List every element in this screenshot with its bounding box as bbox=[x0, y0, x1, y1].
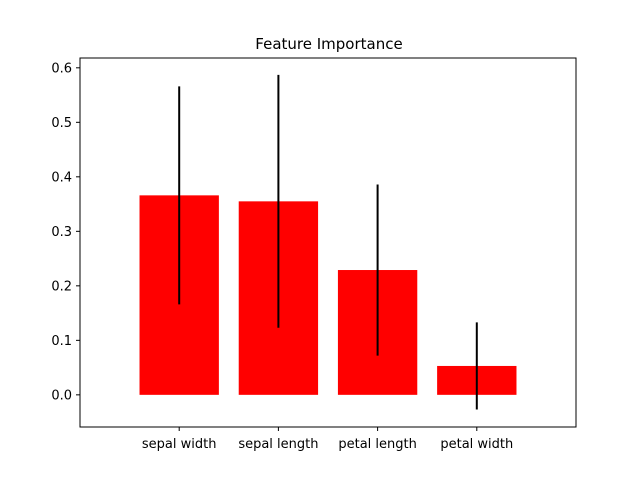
chart-title: Feature Importance bbox=[255, 35, 402, 53]
y-tick-label: 0.1 bbox=[51, 334, 72, 349]
plot-frame bbox=[79, 57, 577, 428]
x-axis: sepal width sepal length petal length petal… bbox=[142, 427, 513, 452]
bars-layer bbox=[139, 195, 517, 395]
y-tick-label: 0.4 bbox=[51, 170, 72, 185]
y-tick-label: 0.0 bbox=[51, 388, 72, 403]
y-tick-label: 0.3 bbox=[51, 225, 72, 240]
y-tick-label: 0.2 bbox=[51, 279, 72, 294]
y-tick-label: 0.5 bbox=[51, 116, 72, 131]
x-tick-label: petal length bbox=[338, 437, 417, 452]
y-axis: 0.0 0.1 0.2 0.3 0.4 0.5 0.6 bbox=[51, 61, 80, 403]
x-tick-label: petal width bbox=[440, 437, 513, 452]
y-tick-label: 0.6 bbox=[51, 61, 72, 76]
x-tick-label: sepal width bbox=[142, 437, 217, 452]
x-tick-label: sepal length bbox=[238, 437, 318, 452]
error-bars-layer bbox=[178, 74, 478, 410]
